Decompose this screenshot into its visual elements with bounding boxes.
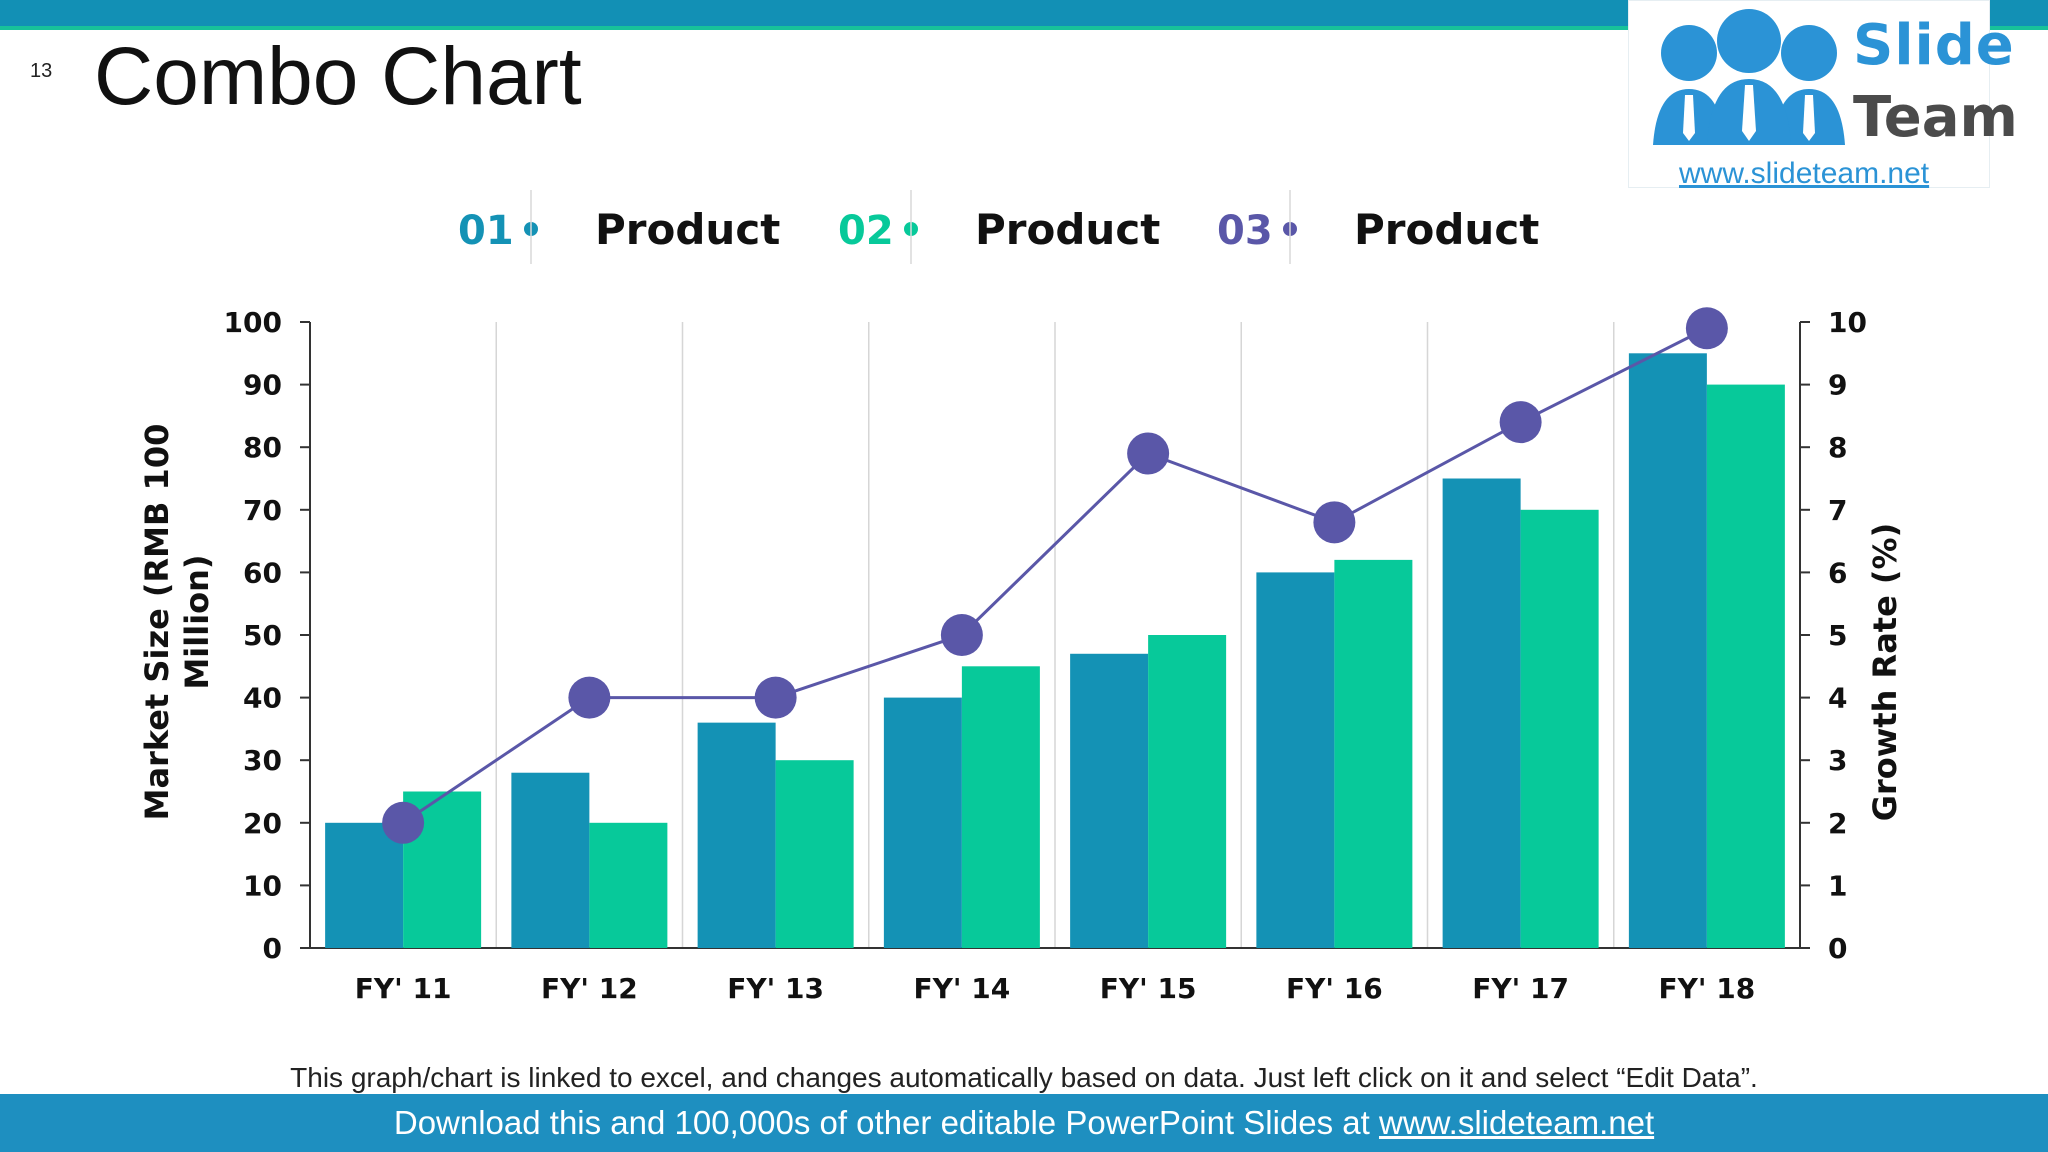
line-series (402, 326, 1708, 825)
legend-label: Product (1354, 205, 1539, 254)
y-tick-label: 60 (243, 556, 282, 589)
y2-tick-label: 3 (1828, 744, 1847, 777)
y2-tick-label: 0 (1828, 932, 1847, 965)
bar-series-1 (1442, 478, 1521, 948)
bar-series-1 (325, 822, 404, 948)
y-tick-label: 0 (263, 932, 282, 965)
y-tick-label: 90 (243, 369, 282, 402)
bar-series-1 (1070, 653, 1149, 948)
line-point (1685, 307, 1728, 350)
y2-tick-label: 1 (1828, 869, 1847, 902)
logo-url-link[interactable]: www.slideteam.net (1679, 157, 1930, 190)
slide-title: Combo Chart (94, 31, 582, 122)
line-point (940, 614, 983, 656)
line-point (1127, 432, 1170, 475)
x-tick-label: FY' 18 (1659, 972, 1756, 1005)
slideteam-logo[interactable]: Slide Team www.slideteam.net (1628, 0, 2018, 190)
y2-tick-label: 7 (1828, 494, 1847, 527)
x-tick-label: FY' 15 (1100, 972, 1197, 1005)
y2-tick-label: 10 (1828, 306, 1867, 339)
logo-text-team: Team (1853, 85, 2018, 150)
y-tick-label: 10 (243, 869, 282, 902)
bar-series-1 (697, 722, 776, 948)
bar-series-1 (1628, 353, 1707, 948)
y2-axis-title: Growth Rate (%) (1866, 523, 1904, 822)
bar-series-1 (511, 772, 590, 948)
line-point (754, 676, 797, 719)
logo-text-slide: Slide (1853, 13, 2015, 78)
bar-series-2 (1334, 559, 1413, 948)
legend-label: Product (975, 205, 1160, 254)
footer-bar: Download this and 100,000s of other edit… (0, 1094, 2048, 1152)
legend-number: 03 (1217, 208, 1273, 254)
people-group-icon (1653, 9, 1845, 145)
chart-footnote: This graph/chart is linked to excel, and… (290, 1062, 1758, 1093)
footer-prefix: Download this and 100,000s of other edit… (393, 1104, 1379, 1141)
line-point (1499, 401, 1542, 444)
x-tick-label: FY' 17 (1472, 972, 1569, 1005)
bar-series-2 (775, 760, 854, 948)
y-tick-label: 70 (243, 494, 282, 527)
legend-number: 02 (838, 208, 894, 254)
footer-text: Download this and 100,000s of other edit… (0, 1104, 2048, 1142)
y-tick-label: 40 (243, 682, 282, 715)
y2-tick-label: 4 (1828, 682, 1847, 715)
x-tick-label: FY' 11 (355, 972, 452, 1005)
y-tick-label: 20 (243, 807, 282, 840)
line-point (1313, 501, 1356, 544)
top-bar-accent (0, 26, 2048, 30)
y2-tick-label: 5 (1828, 619, 1847, 652)
y2-tick-label: 8 (1828, 431, 1847, 464)
x-tick-label: FY' 13 (727, 972, 824, 1005)
bar-series-1 (883, 697, 962, 948)
y2-tick-label: 6 (1828, 556, 1847, 589)
footer-link[interactable]: www.slideteam.net (1379, 1104, 1655, 1141)
line-point (382, 801, 425, 844)
slide-number: 13 (30, 60, 53, 82)
bar-series-2 (1706, 384, 1785, 949)
y-axis-title-line1: Market Size (RMB 100 (138, 424, 176, 821)
y-tick-label: 100 (224, 306, 282, 339)
y2-tick-label: 9 (1828, 369, 1847, 402)
x-tick-label: FY' 14 (914, 972, 1011, 1005)
y2-tick-label: 2 (1828, 807, 1847, 840)
bar-series-2 (1148, 635, 1227, 948)
y-tick-label: 30 (243, 744, 282, 777)
bar-series-2 (1520, 509, 1599, 948)
x-tick-label: FY' 16 (1286, 972, 1383, 1005)
y-tick-label: 50 (243, 619, 282, 652)
x-tick-label: FY' 12 (541, 972, 638, 1005)
line-point (568, 676, 611, 719)
legend-number: 01 (458, 208, 514, 254)
bar-series-2 (589, 822, 668, 948)
y-axis-title-line2: Million) (178, 554, 216, 689)
bar-series-2 (961, 666, 1040, 948)
y-tick-label: 80 (243, 431, 282, 464)
bar-series-1 (1256, 572, 1335, 948)
legend-label: Product (595, 205, 780, 254)
